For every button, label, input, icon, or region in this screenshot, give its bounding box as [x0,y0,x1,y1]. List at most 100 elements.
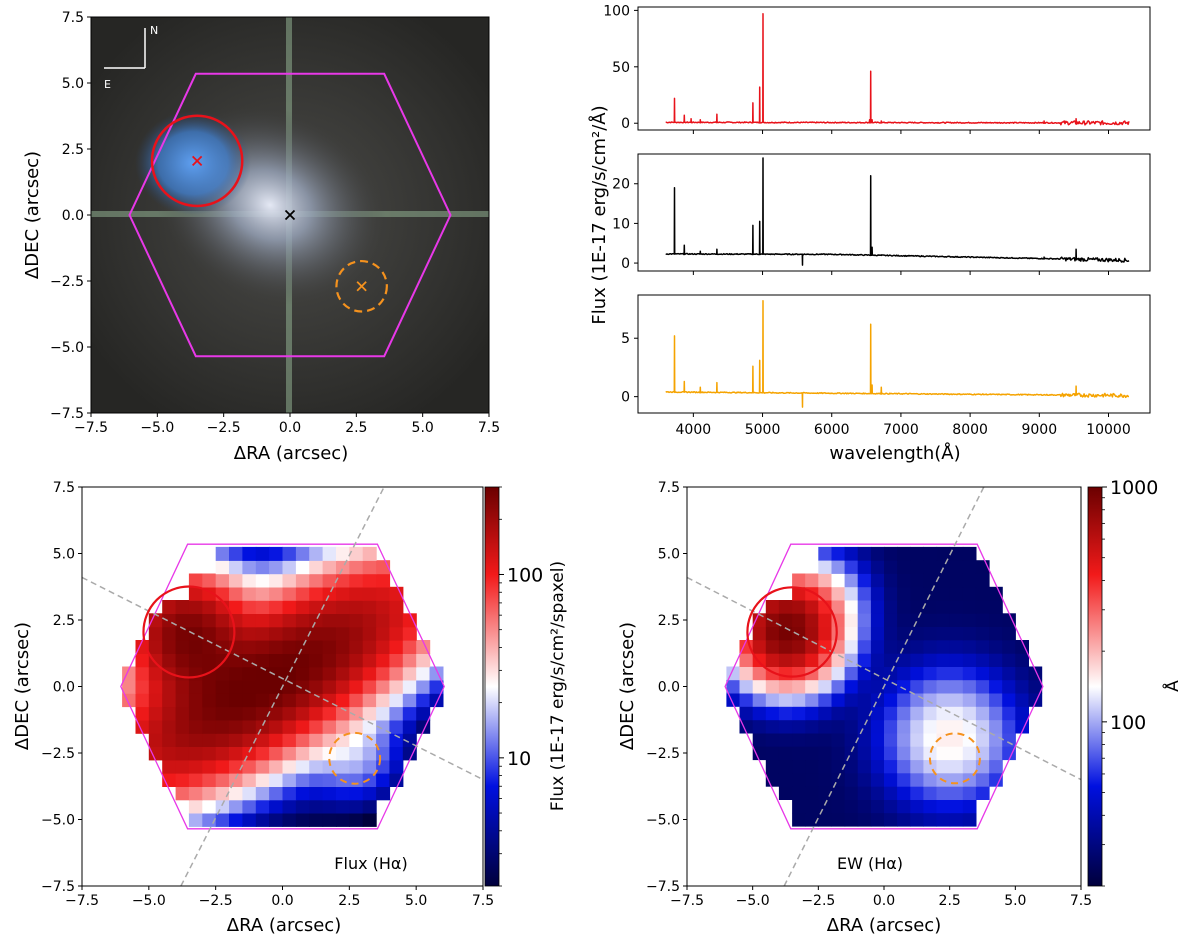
ew-map-spaxel [805,613,819,627]
ew-map-spaxel [949,626,964,641]
ew-map-xtick-label: −2.5 [801,893,835,909]
ew-map-spaxel [910,693,924,707]
flux-map-spaxel [242,613,257,628]
ew-map-spaxel [870,799,885,814]
flux-map-spaxel [295,600,310,614]
ew-map-spaxel [805,733,819,747]
ew-map-spaxel [1002,733,1016,747]
ew-map-spaxel [831,759,846,774]
flux-map-spaxel [362,706,377,721]
ew-map-panel: −7.5 −5.0 −2.5 0.0 2.5 5.0 7.5 −7.5 −5.0 −2.5 0.0 2… [617,477,1183,936]
flux-map-spaxel [202,706,217,721]
spectrum-xtick-label: 4000 [676,422,712,438]
flux-map-ytick-label: 0.0 [53,680,75,696]
ew-map-spaxel [805,759,819,774]
ew-map-spaxel [949,773,964,787]
ew-map-spaxel [844,653,859,667]
flux-map-spaxel [162,719,177,734]
ew-map-spaxel [962,613,977,627]
flux-map-spaxel [255,586,270,601]
spectrum-xtick-label: 5000 [745,422,781,438]
ew-map-spaxel [897,600,911,614]
ew-map-spaxel [936,693,951,707]
flux-map-spaxel [362,560,377,575]
ew-map-spaxel [844,799,859,814]
ew-map-spaxel [949,560,964,574]
flux-map-spaxel [269,746,284,761]
flux-map-spaxel [229,560,243,575]
ew-map-spaxel [805,600,819,614]
flux-map-spaxel [148,679,163,694]
flux-map-spaxel [309,573,324,588]
flux-map-spaxel [255,693,270,708]
flux-map-spaxel [269,773,284,787]
flux-map-spaxel [162,693,177,708]
flux-map-spaxel [389,653,404,668]
flux-map-spaxel [282,693,297,708]
flux-map-xtick-label: −7.5 [65,893,99,909]
ew-map-xtick-label: 5.0 [1004,893,1026,909]
ew-map-spaxel [870,746,885,761]
ew-map-spaxel [962,573,977,588]
flux-map-spaxel [376,600,391,614]
ew-map-spaxel [870,560,885,574]
flux-map-spaxel [349,719,364,734]
ew-map-spaxel [884,706,898,721]
ew-map-spaxel [989,666,1003,681]
flux-map-spaxel [295,626,310,641]
ew-map-spaxel [936,546,951,561]
ew-map-spaxel [765,613,780,627]
flux-map-spaxel [175,719,190,734]
flux-map-spaxel [135,666,150,681]
ew-map-spaxel [792,746,806,761]
ew-map-spaxel [818,799,832,814]
flux-map-spaxel [175,733,190,747]
flux-map-spaxel [215,799,230,814]
flux-map-spaxel [202,679,217,694]
ew-map-spaxel [897,586,911,601]
flux-map-spaxel [215,626,230,641]
flux-map-spaxel [242,706,257,721]
flux-map-spaxel [202,773,217,787]
flux-map-spaxel [229,626,243,641]
ew-map-ytick-label: −7.5 [646,879,680,895]
spectra-ylabel: Flux (1E-17 erg/s/cm²/Å) [588,105,610,324]
flux-map-spaxel [309,706,324,721]
flux-map-spaxel [202,653,217,668]
flux-map-xtick-label: 2.5 [338,893,360,909]
ew-map-spaxel [949,786,964,800]
ew-map-spaxel [752,693,767,707]
ew-map-spaxel [844,546,859,561]
ew-map-spaxel [989,759,1003,774]
ew-map-spaxel [923,560,938,574]
ew-map-spaxel [884,666,898,681]
ew-map-spaxel [897,546,911,561]
ew-map-spaxel [792,799,806,814]
ew-map-spaxel [962,759,977,774]
ew-map-spaxel [884,786,898,800]
flux-map-spaxel [322,586,337,601]
ew-map-spaxel [949,613,964,627]
ew-map-spaxel [910,640,924,654]
ew-map-spaxel [910,600,924,614]
ew-map-spaxel [792,586,806,601]
ew-map-spaxel [844,706,859,721]
flux-map-spaxel [389,666,404,681]
ew-map-spaxel [884,600,898,614]
flux-map-spaxel [229,693,243,708]
ew-map-colorbar-tick-label: 100 [1110,712,1146,734]
image-xtick-label: 2.5 [345,420,367,436]
ew-map-spaxel [792,693,806,707]
flux-map-aperture-red [142,585,236,679]
ew-map-spaxel [792,812,806,827]
ew-map-spaxel [923,626,938,641]
ew-map-spaxel [739,719,754,734]
ew-map-spaxel [936,812,951,827]
ew-map-spaxel [936,666,951,681]
ew-map-spaxel [805,799,819,814]
flux-map-spaxel [188,799,203,814]
flux-map-spaxel [362,786,377,801]
ew-map-spaxel [778,613,793,627]
ew-map-spaxel [765,640,780,654]
image-ytick-label: 7.5 [62,10,84,26]
